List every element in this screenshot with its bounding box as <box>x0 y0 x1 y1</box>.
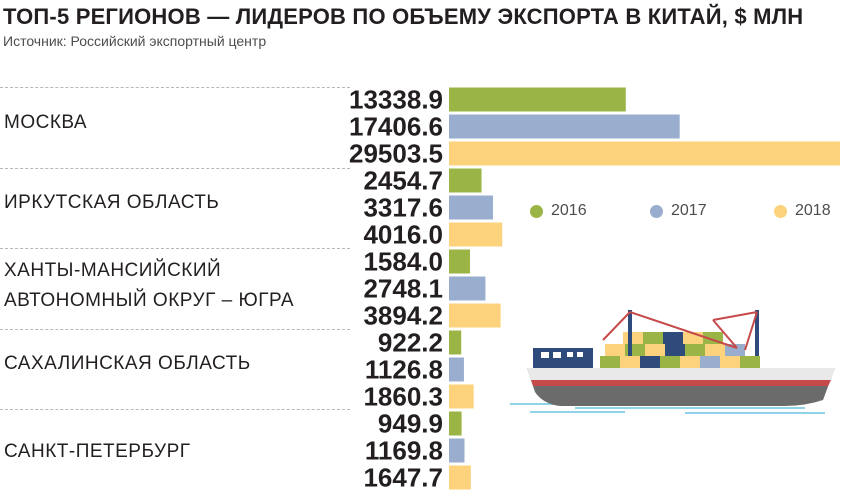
value-label-2016-1: 2454.7 <box>363 166 443 196</box>
bar-2018-0 <box>449 141 840 166</box>
bar-2018-2 <box>449 303 501 328</box>
bar-2017-1 <box>449 195 493 220</box>
region-label-spb: САНКТ-ПЕТЕРБУРГ <box>4 441 191 462</box>
region-label-moscow: МОСКВА <box>4 112 88 133</box>
cranes <box>628 310 759 356</box>
legend-label-2016: 2016 <box>551 202 587 219</box>
value-label-2016-3: 922.2 <box>378 328 443 358</box>
legend: 2016 2017 2018 <box>530 200 831 222</box>
bar-2016-0 <box>449 87 626 112</box>
legend-item-2016: 2016 <box>530 200 587 222</box>
bar-2017-3 <box>449 357 464 382</box>
chart-source: Источник: Российский экспортный центр <box>3 33 267 49</box>
chart-title: ТОП-5 РЕГИОНОВ — ЛИДЕРОВ ПО ОБЪЕМУ ЭКСПО… <box>3 4 804 29</box>
bar-2018-1 <box>449 222 503 247</box>
value-label-2016-0: 13338.9 <box>349 85 443 115</box>
value-label-2016-2: 1584.0 <box>363 247 443 277</box>
group-separator <box>0 87 350 88</box>
bar-2016-4 <box>449 411 462 436</box>
legend-swatch-2018 <box>774 204 787 218</box>
bar-2018-4 <box>449 465 471 490</box>
legend-swatch-2017 <box>650 204 663 218</box>
legend-item-2018: 2018 <box>774 200 831 222</box>
value-label-2018-3: 1860.3 <box>363 382 443 412</box>
bar-2016-3 <box>449 330 462 355</box>
legend-label-2017: 2017 <box>671 202 707 219</box>
legend-item-2017: 2017 <box>650 200 707 222</box>
bar-2017-2 <box>449 276 486 301</box>
containers <box>600 332 760 368</box>
value-label-2016-4: 949.9 <box>378 409 443 439</box>
bar-2017-4 <box>449 438 465 463</box>
value-label-2017-4: 1169.8 <box>365 436 443 466</box>
bar-2018-3 <box>449 384 474 409</box>
group-separator <box>0 168 350 169</box>
value-label-2017-3: 1126.8 <box>365 355 443 385</box>
group-separator <box>0 329 350 330</box>
legend-label-2018: 2018 <box>795 202 831 219</box>
group-separator <box>0 248 350 249</box>
bar-2016-2 <box>449 249 470 274</box>
legend-swatch-2016 <box>530 204 543 218</box>
region-label-sakhalin: САХАЛИНСКАЯ ОБЛАСТЬ <box>4 353 251 374</box>
region-label-khmao: ХАНТЫ-МАНСИЙСКИЙ АВТОНОМНЫЙ ОКРУГ – ЮГРА <box>4 260 295 311</box>
value-label-2018-1: 4016.0 <box>363 220 443 250</box>
bar-2016-1 <box>449 168 482 193</box>
container-ship-icon <box>510 310 835 414</box>
value-label-2018-0: 29503.5 <box>349 139 443 169</box>
value-label-2017-0: 17406.6 <box>349 112 443 142</box>
value-label-2017-2: 2748.1 <box>363 274 443 304</box>
region-label-irkutsk: ИРКУТСКАЯ ОБЛАСТЬ <box>4 192 220 213</box>
group-separator <box>0 409 350 410</box>
bar-2017-0 <box>449 114 680 139</box>
value-label-2018-2: 3894.2 <box>363 301 443 331</box>
value-label-2017-1: 3317.6 <box>363 193 443 223</box>
value-label-2018-4: 1647.7 <box>363 463 443 492</box>
